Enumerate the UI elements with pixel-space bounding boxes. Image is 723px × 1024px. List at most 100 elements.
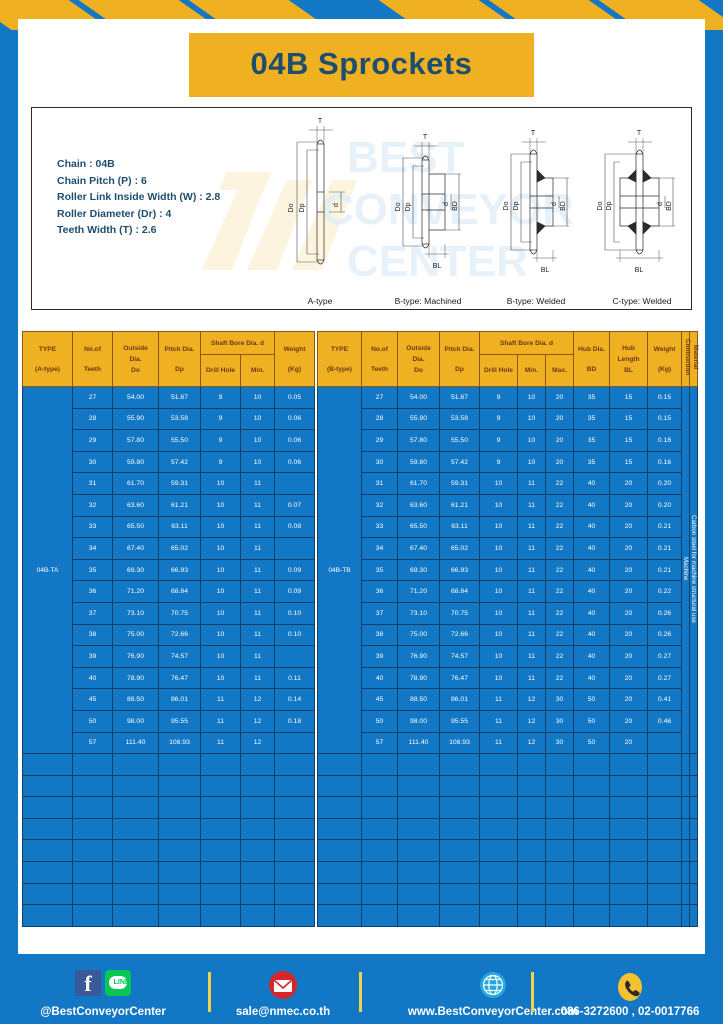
table-row-empty — [317, 882, 699, 906]
th-b-teeth: No.of Teeth — [361, 331, 398, 387]
cell-weight: 0.16 — [647, 450, 683, 474]
phone-icon-glyph[interactable] — [615, 970, 645, 1004]
cell-bl: 20 — [609, 645, 649, 668]
cell-min: 11 — [240, 472, 275, 495]
email-icon-glyph[interactable] — [268, 970, 298, 1000]
cell-teeth: 50 — [72, 709, 113, 733]
globe-icon[interactable] — [368, 970, 618, 1004]
cell-empty — [681, 753, 691, 776]
table-row: 34 67.40 65.02 10 11 22 40 20 0.21 — [318, 537, 698, 560]
cell-empty — [158, 839, 201, 863]
footer-email-label: sale@nmec.co.th — [235, 1006, 331, 1018]
cell-bd: 35 — [573, 450, 611, 474]
cell-empty — [274, 904, 315, 927]
cell-min: 10 — [517, 450, 546, 474]
cell-teeth: 31 — [361, 472, 398, 495]
cell-empty — [439, 882, 480, 906]
phone-icon[interactable] — [540, 970, 720, 1004]
line-icon[interactable]: LINE — [104, 970, 131, 996]
cell-empty — [544, 904, 575, 927]
table-row: 04B-TA 27 54.00 51.67 9 10 0.05 — [22, 385, 315, 755]
globe-icon-glyph[interactable] — [478, 970, 508, 1000]
th-b-pitch-dia: Pitch Dia. Dp — [439, 331, 480, 387]
cell-empty — [573, 839, 611, 863]
cell-drill: 10 — [200, 645, 241, 668]
cell-od: 98.00 — [112, 709, 159, 733]
cell-teeth: 31 — [72, 472, 113, 495]
cell-bl: 20 — [609, 515, 649, 539]
cell-drill: 10 — [479, 537, 518, 560]
footer-item-social[interactable]: f LINE @BestConveyorCenter — [8, 970, 198, 1018]
footer-item-phone[interactable]: 086-3272600 , 02-0017766 — [540, 970, 720, 1018]
spec-line-chain: Chain : 04B — [57, 158, 115, 170]
cell-empty — [361, 817, 398, 841]
svg-text:BD: BD — [452, 201, 459, 211]
cell-teeth: 27 — [72, 386, 113, 409]
table-row: 37 73.10 70.75 10 11 22 40 20 0.26 — [318, 601, 698, 625]
cell-empty — [573, 861, 611, 884]
cell-empty — [112, 861, 159, 884]
facebook-line-icon[interactable]: f LINE — [8, 970, 198, 1004]
table-row: 34 67.40 65.02 10 11 — [23, 537, 315, 560]
cell-empty — [397, 839, 440, 863]
table-row: 38 75.00 72.66 10 11 0.10 — [23, 623, 315, 647]
table-row: 37 73.10 70.75 10 11 0.10 — [23, 601, 315, 625]
footer-item-email[interactable]: sale@nmec.co.th — [218, 970, 348, 1018]
table-row: 45 88.50 86.01 11 12 30 50 20 0.41 — [318, 688, 698, 711]
cell-od: 71.20 — [112, 580, 159, 603]
cell-teeth: 57 — [72, 731, 113, 755]
cell-empty — [317, 839, 362, 863]
cell-empty — [689, 774, 699, 798]
cell-pd: 53.58 — [158, 407, 201, 431]
cell-empty — [397, 817, 440, 841]
cell-od: 76.90 — [112, 645, 159, 668]
svg-text:Do: Do — [597, 201, 604, 210]
cell-empty — [361, 796, 398, 819]
cell-od: 59.80 — [397, 450, 440, 474]
table-row: 40 78.90 76.47 10 11 22 40 20 0.27 — [318, 666, 698, 690]
footer-website-label: www.BestConveyorCenter.com — [407, 1006, 579, 1018]
table-row: 50 98.00 95.55 11 12 30 50 20 0.46 — [318, 709, 698, 733]
email-icon[interactable] — [218, 970, 348, 1004]
cell-drill: 10 — [200, 472, 241, 495]
dim-label-Do: Do — [288, 203, 295, 212]
cell-drill: 10 — [479, 623, 518, 647]
cell-weight: 0.22 — [647, 580, 683, 603]
cell-min: 10 — [517, 407, 546, 431]
cell-empty — [573, 796, 611, 819]
cell-od: 54.00 — [397, 386, 440, 409]
footer-bar: f LINE @BestConveyorCenter sale@nmec.co.… — [0, 954, 723, 1024]
cell-bd: 50 — [573, 709, 611, 733]
cell-min: 11 — [517, 515, 546, 539]
facebook-icon[interactable]: f — [75, 970, 102, 996]
cell-empty — [544, 753, 575, 776]
cell-drill: 10 — [479, 580, 518, 603]
cell-weight: 0.07 — [274, 493, 315, 517]
cell-pd: 108.93 — [439, 731, 480, 755]
svg-text:d: d — [657, 202, 664, 206]
footer-item-website[interactable]: www.BestConveyorCenter.com — [368, 970, 618, 1018]
cell-empty — [609, 817, 649, 841]
cell-od: 67.40 — [112, 537, 159, 560]
cell-bl: 20 — [609, 688, 649, 711]
cell-empty — [158, 774, 201, 798]
cell-empty — [112, 753, 159, 776]
cell-min: 11 — [240, 645, 275, 668]
cell-od: 75.00 — [397, 623, 440, 647]
cell-bl: 20 — [609, 537, 649, 560]
cell-empty — [22, 753, 73, 776]
cell-weight: 0.09 — [274, 558, 315, 582]
cell-empty — [517, 817, 546, 841]
cell-empty — [22, 882, 73, 906]
cell-max: 20 — [544, 429, 575, 452]
cell-empty — [200, 774, 241, 798]
cell-bl: 20 — [609, 666, 649, 690]
svg-text:BL: BL — [635, 267, 644, 274]
cell-teeth: 35 — [72, 558, 113, 582]
cell-empty — [240, 753, 275, 776]
cell-min: 10 — [240, 450, 275, 474]
cell-bl: 20 — [609, 623, 649, 647]
cell-weight: 0.14 — [274, 688, 315, 711]
cell-pd: 95.55 — [439, 709, 480, 733]
cell-empty — [681, 882, 691, 906]
